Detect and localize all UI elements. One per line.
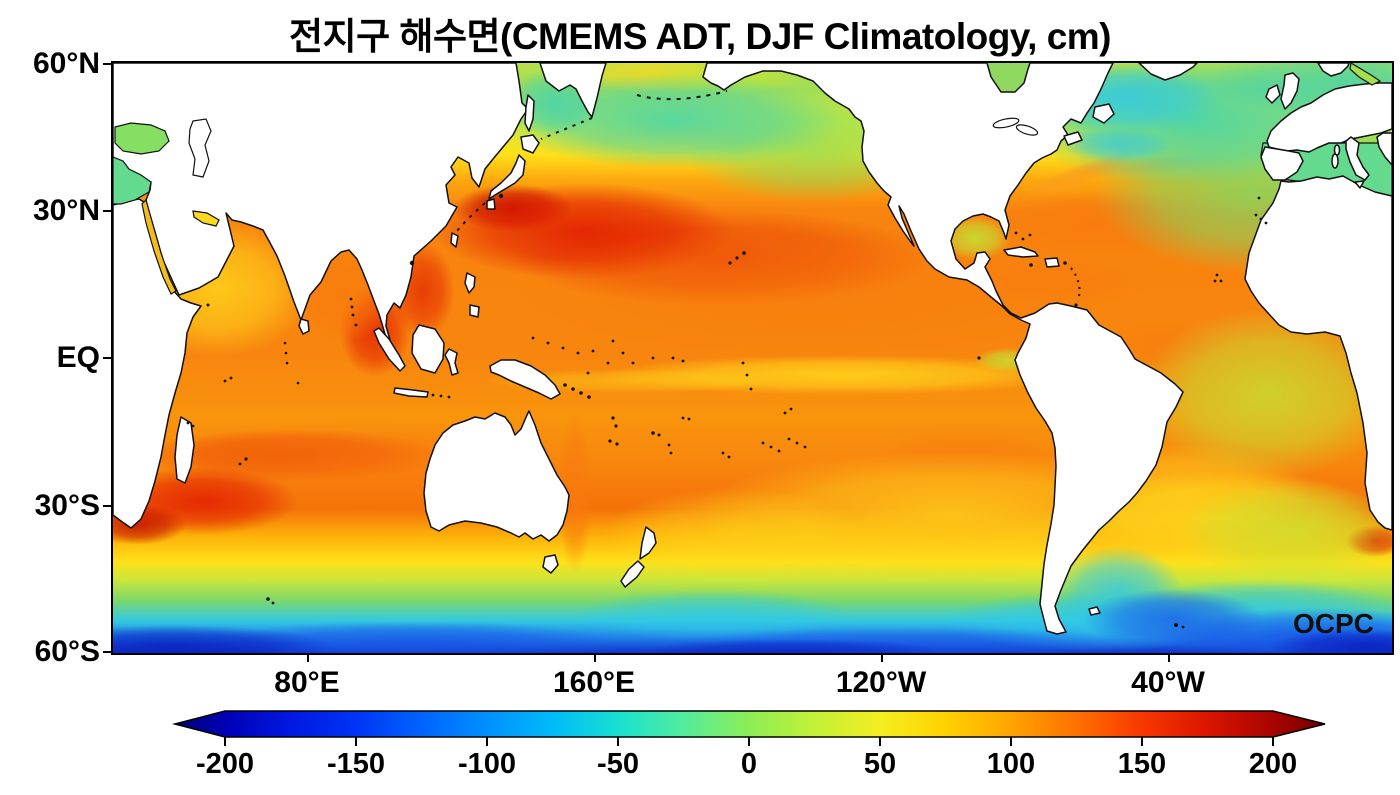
land-luzon xyxy=(464,272,476,294)
land-eurasia xyxy=(113,63,529,353)
land-italy xyxy=(1345,136,1370,181)
colorbar-ticks xyxy=(224,737,1274,746)
island-arcs xyxy=(456,90,1081,302)
colorbar-label-n150: -150 xyxy=(326,748,386,780)
colorbar: -200 -150 -100 -50 0 50 100 150 200 xyxy=(0,700,1400,795)
land-sumatra xyxy=(373,327,406,372)
aleutian-islands xyxy=(636,90,728,101)
x-tick-160e xyxy=(594,653,596,662)
x-axis-label-160e: 160°E xyxy=(552,666,636,699)
land-sri-lanka xyxy=(298,318,310,335)
colorbar-label-100: 100 xyxy=(986,748,1036,780)
y-axis-label-60s: 60°S xyxy=(34,635,100,668)
x-axis-label-120w: 120°W xyxy=(835,666,927,699)
colorbar-gradient xyxy=(171,710,1326,746)
y-tick-60n xyxy=(103,63,112,65)
x-tick-120w xyxy=(881,653,883,662)
y-tick-30n xyxy=(103,210,112,212)
land-greece xyxy=(1376,132,1392,166)
colorbar-label-n50: -50 xyxy=(597,748,639,780)
land-taiwan xyxy=(450,232,459,248)
x-tick-40w xyxy=(1168,653,1170,662)
ryukyu-islands xyxy=(456,202,486,232)
land-iberia xyxy=(1260,146,1304,181)
world-map xyxy=(113,63,1392,653)
land-java xyxy=(393,387,429,398)
land-europe xyxy=(1266,82,1392,153)
small-islands xyxy=(186,193,1268,629)
caspian-sea xyxy=(188,118,212,178)
colorbar-label-n200: -200 xyxy=(195,748,255,780)
y-tick-60s xyxy=(103,651,112,653)
land-newfoundland xyxy=(1092,103,1115,124)
y-axis-label-eq: EQ xyxy=(56,341,100,374)
colorbar-bar xyxy=(171,710,1326,738)
marginal-seas xyxy=(113,63,1382,295)
y-axis-label-30n: 30°N xyxy=(32,194,100,227)
hudson-bay xyxy=(987,63,1030,92)
land-nz-south xyxy=(620,560,645,588)
land-nz-north xyxy=(639,526,657,560)
colorbar-label-200: 200 xyxy=(1248,748,1298,780)
aegean-east-med xyxy=(113,156,152,205)
land-africa-west xyxy=(1244,175,1392,531)
watermark-ocpc: OCPC xyxy=(1293,608,1374,639)
colorbar-label-n100: -100 xyxy=(457,748,517,780)
land-hokkaido xyxy=(520,134,540,154)
land-ireland xyxy=(1265,84,1281,104)
land-hispaniola xyxy=(1044,257,1060,268)
land-corsica xyxy=(1333,144,1341,156)
land-sicily xyxy=(1354,180,1365,189)
land-kyushu xyxy=(486,198,496,210)
land-greenland-tip xyxy=(1138,63,1198,81)
land-americas xyxy=(702,63,1184,635)
map-plot-area xyxy=(111,61,1394,655)
x-tick-80e xyxy=(307,653,309,662)
colorbar-label-150: 150 xyxy=(1117,748,1167,780)
land-uk xyxy=(1280,72,1300,110)
land-masses xyxy=(113,63,1392,635)
lake-superior xyxy=(992,117,1020,129)
land-new-guinea xyxy=(489,359,561,400)
land-mindanao xyxy=(469,304,480,318)
land-borneo xyxy=(411,324,445,374)
land-sakhalin xyxy=(524,94,535,132)
y-axis-label-60n: 60°N xyxy=(32,47,100,80)
land-norway-tip xyxy=(1317,63,1350,77)
persian-gulf xyxy=(192,210,220,227)
colorbar-label-0: 0 xyxy=(740,748,758,780)
page-title: 전지구 해수면(CMEMS ADT, DJF Climatology, cm) xyxy=(289,16,1112,57)
lake-huron-erie xyxy=(1015,124,1039,136)
land-australia xyxy=(423,410,570,542)
colorbar-label-50: 50 xyxy=(863,748,897,780)
baltic-sea xyxy=(1349,63,1382,86)
land-nova-scotia xyxy=(1063,131,1083,146)
land-tasmania xyxy=(542,554,559,574)
x-axis-label-40w: 40°W xyxy=(1131,666,1205,699)
land-falklands xyxy=(1088,606,1101,616)
land-sardinia xyxy=(1331,153,1339,169)
y-axis-label-30s: 30°S xyxy=(34,489,100,522)
kuril-islands xyxy=(540,117,593,140)
land-kamchatka xyxy=(539,63,607,118)
y-tick-30s xyxy=(103,505,112,507)
land-cuba xyxy=(1003,246,1039,258)
land-madagascar xyxy=(174,416,195,484)
black-sea xyxy=(114,122,170,155)
red-sea xyxy=(141,198,177,295)
land-honshu xyxy=(488,154,526,200)
land-sulawesi xyxy=(444,348,459,376)
y-tick-eq xyxy=(103,357,112,359)
x-axis-label-80e: 80°E xyxy=(274,666,340,699)
